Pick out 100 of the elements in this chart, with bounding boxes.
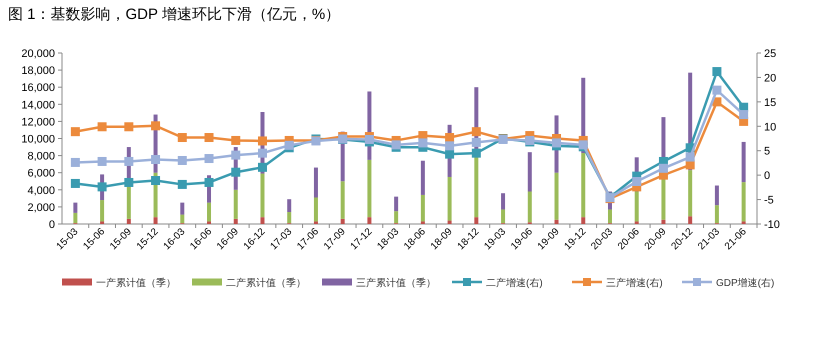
bar (340, 218, 345, 224)
bar (180, 214, 184, 224)
bar (448, 176, 452, 221)
bar (661, 220, 666, 224)
bar (688, 170, 692, 216)
bar (742, 142, 746, 182)
y-tick-label: 2,000 (27, 202, 55, 214)
bar (207, 202, 212, 222)
point (98, 182, 107, 192)
point (178, 156, 187, 165)
bar (340, 181, 345, 219)
point (392, 140, 401, 150)
y-tick-label: 8,000 (27, 150, 55, 163)
y2-tick-label: 15 (764, 96, 776, 109)
y-tick-label: 6,000 (27, 168, 55, 180)
bar (287, 212, 292, 224)
bar (634, 221, 639, 224)
point (98, 122, 107, 132)
bar (420, 160, 425, 195)
point (204, 154, 214, 164)
y-tick-label: 4,000 (27, 184, 55, 197)
bar (234, 218, 238, 224)
bar (554, 172, 559, 220)
bar (314, 168, 318, 198)
point (204, 178, 214, 187)
bar (260, 174, 264, 218)
point (712, 86, 722, 95)
point (364, 134, 374, 144)
bar (100, 221, 104, 224)
bar (154, 217, 158, 224)
point (70, 178, 80, 188)
y2-tick-label: 0 (764, 170, 770, 182)
point (151, 121, 160, 130)
point (258, 162, 267, 172)
point (204, 133, 214, 142)
point (178, 180, 187, 189)
bar (608, 209, 612, 224)
bar (394, 211, 398, 224)
point (151, 176, 160, 186)
bar (420, 221, 425, 224)
bar (501, 209, 506, 224)
bar (528, 192, 532, 222)
legend-label: GDP增速(右) (716, 277, 774, 289)
point (258, 136, 267, 146)
y-tick-label: 18,000 (21, 65, 55, 78)
bar (287, 199, 292, 212)
bar (501, 193, 506, 210)
bar (661, 178, 666, 220)
y-tick-label: 16,000 (21, 82, 55, 94)
legend-label: 三产增速(右) (606, 277, 663, 289)
bar (234, 190, 238, 219)
bar (688, 216, 692, 224)
bar (714, 186, 719, 206)
point (632, 176, 642, 186)
point (445, 141, 454, 150)
legend-label: 三产累计值（季） (356, 277, 436, 289)
y-tick-label: 0 (48, 219, 55, 231)
bar (634, 192, 639, 222)
point (445, 133, 454, 142)
y-tick-label: 10,000 (21, 134, 55, 146)
point (284, 140, 294, 150)
y-tick-label: 12,000 (21, 116, 55, 128)
point (124, 122, 134, 132)
legend-label: 二产增速(右) (486, 277, 543, 289)
point (739, 110, 748, 120)
bar (260, 217, 264, 224)
point (70, 158, 80, 167)
bar (367, 160, 372, 218)
point (70, 127, 80, 136)
point (151, 155, 160, 164)
point (552, 138, 562, 148)
bar (73, 212, 78, 224)
y2-tick-label: 10 (764, 121, 776, 134)
legend-label: 二产累计值（季） (226, 277, 306, 289)
bar (714, 205, 719, 224)
point (712, 67, 722, 76)
bar (581, 217, 586, 224)
bar (314, 197, 318, 222)
bar (126, 218, 131, 224)
bar (367, 217, 372, 224)
y-tick-label: 14,000 (21, 99, 55, 112)
bar (207, 221, 212, 224)
bar (420, 194, 425, 222)
bar (554, 220, 559, 224)
point (231, 136, 240, 145)
point (658, 164, 668, 173)
point (124, 156, 134, 166)
y-tick-label: 20,000 (21, 48, 55, 60)
point (124, 178, 134, 187)
chart-title: 图 1：基数影响，GDP 增速环比下滑（亿元，%） (8, 6, 340, 23)
point (178, 133, 187, 142)
y2-tick-label: -5 (764, 194, 774, 207)
point (418, 138, 428, 148)
bar (528, 152, 532, 192)
bar (742, 182, 746, 222)
legend-label: 一产累计值（季） (96, 277, 176, 289)
bar (180, 202, 184, 215)
bar (581, 153, 586, 218)
point (472, 148, 481, 158)
point (231, 150, 240, 160)
